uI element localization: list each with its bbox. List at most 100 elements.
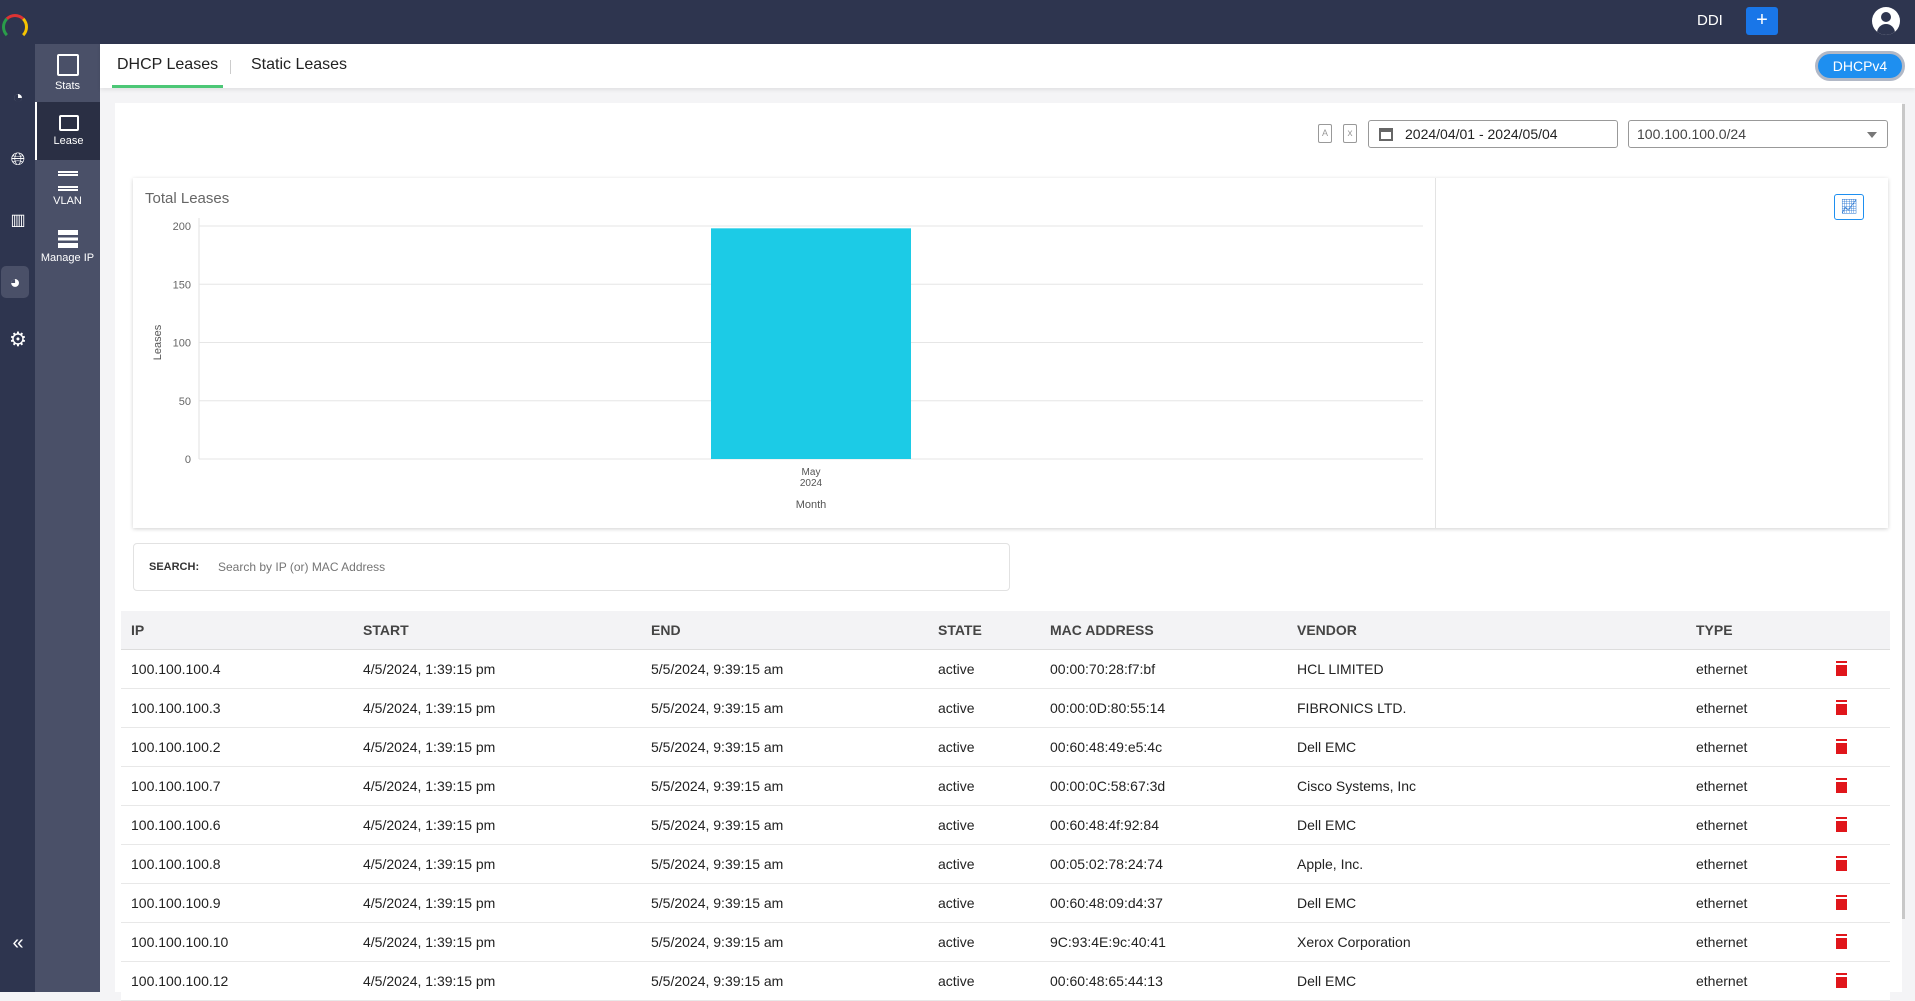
chevron-down-icon <box>1867 132 1877 143</box>
chart-divider <box>1435 178 1436 528</box>
dashboard-icon[interactable]: ◔ <box>12 86 24 107</box>
delete-icon[interactable] <box>1836 858 1847 871</box>
settings-icon[interactable]: ⚙ <box>9 328 27 351</box>
table-cell: 00:60:48:4f:92:84 <box>1050 817 1159 833</box>
table-cell: 100.100.100.4 <box>131 661 221 677</box>
table-cell: 4/5/2024, 1:39:15 pm <box>363 739 496 755</box>
subnav-manage-ip[interactable]: Manage IP <box>35 218 100 276</box>
table-cell: 100.100.100.6 <box>131 817 221 833</box>
delete-icon[interactable] <box>1836 702 1847 715</box>
subnet-select[interactable]: 100.100.100.0/24 <box>1628 120 1888 148</box>
table-cell: 00:05:02:78:24:74 <box>1050 856 1163 872</box>
date-range-picker[interactable]: 2024/04/01 - 2024/05/04 <box>1368 120 1618 148</box>
table-cell: HCL LIMITED <box>1297 661 1384 677</box>
subnav-stats[interactable]: Stats <box>35 44 100 102</box>
table-cell: ethernet <box>1696 661 1748 677</box>
scrollbar[interactable] <box>1902 104 1905 919</box>
table-cell: active <box>938 856 975 872</box>
chart-type-toggle-icon[interactable]: 📈︎ <box>1834 194 1864 220</box>
x-tick-label: 2024 <box>800 478 823 489</box>
table-cell: ethernet <box>1696 856 1748 872</box>
table-cell: 100.100.100.8 <box>131 856 221 872</box>
search-input[interactable] <box>218 554 978 580</box>
table-cell: 4/5/2024, 1:39:15 pm <box>363 934 496 950</box>
dns-icon[interactable]: 🌐︎ <box>10 148 26 169</box>
delete-icon[interactable] <box>1836 936 1847 949</box>
delete-icon[interactable] <box>1836 897 1847 910</box>
table-cell: ethernet <box>1696 934 1748 950</box>
table-cell: FIBRONICS LTD. <box>1297 700 1407 716</box>
column-header[interactable]: MAC ADDRESS <box>1050 622 1154 638</box>
search-label: SEARCH: <box>149 561 200 573</box>
table-cell: Dell EMC <box>1297 817 1357 833</box>
table-cell: 100.100.100.9 <box>131 895 221 911</box>
table-cell: 4/5/2024, 1:39:15 pm <box>363 973 496 989</box>
table-cell: 100.100.100.10 <box>131 934 229 950</box>
column-header[interactable]: TYPE <box>1696 622 1733 638</box>
tab-dhcp-leases[interactable]: DHCP Leases <box>112 44 224 88</box>
table-cell: active <box>938 700 975 716</box>
column-header[interactable]: END <box>651 622 681 638</box>
table-cell: 00:00:70:28:f7:bf <box>1050 661 1156 677</box>
table-row: 100.100.100.7 4/5/2024, 1:39:15 pm 5/5/202… <box>121 767 1890 806</box>
table-cell: 5/5/2024, 9:39:15 am <box>651 934 784 950</box>
table-row: 100.100.100.6 4/5/2024, 1:39:15 pm 5/5/202… <box>121 806 1890 845</box>
delete-icon[interactable] <box>1836 741 1847 754</box>
table-cell: active <box>938 778 975 794</box>
network-icon[interactable]: ▥ <box>10 212 26 229</box>
table-row: 100.100.100.2 4/5/2024, 1:39:15 pm 5/5/202… <box>121 728 1890 767</box>
collapse-icon[interactable]: « <box>12 931 24 954</box>
table-cell: 4/5/2024, 1:39:15 pm <box>363 778 496 794</box>
table-row: 100.100.100.3 4/5/2024, 1:39:15 pm 5/5/202… <box>121 689 1890 728</box>
excel-export-icon[interactable]: x <box>1343 124 1357 143</box>
column-header[interactable]: IP <box>131 622 145 638</box>
calendar-icon <box>1379 128 1393 141</box>
table-cell: ethernet <box>1696 778 1748 794</box>
table-cell: Dell EMC <box>1297 739 1357 755</box>
tab-static-leases[interactable]: Static Leases <box>251 56 348 73</box>
table-cell: ethernet <box>1696 973 1748 989</box>
table-cell: 100.100.100.3 <box>131 700 221 716</box>
table-cell: Xerox Corporation <box>1297 934 1411 950</box>
bar <box>711 228 911 459</box>
pdf-export-icon[interactable]: A <box>1318 124 1332 143</box>
stats-icon <box>56 54 79 76</box>
table-cell: 9C:93:4E:9c:40:41 <box>1050 934 1166 950</box>
y-tick-label: 100 <box>173 338 191 350</box>
column-header[interactable]: VENDOR <box>1297 622 1357 638</box>
main-rail: ◔ 🌐︎ ▥ ◕ ⚙ « <box>0 0 35 992</box>
table-cell: 4/5/2024, 1:39:15 pm <box>363 661 496 677</box>
logo <box>2 14 28 40</box>
table-cell: active <box>938 934 975 950</box>
table-cell: active <box>938 817 975 833</box>
table-row: 100.100.100.10 4/5/2024, 1:39:15 pm 5/5/20… <box>121 923 1890 962</box>
column-header[interactable]: STATE <box>938 622 982 638</box>
table-cell: 00:00:0C:58:67:3d <box>1050 778 1166 794</box>
table-cell: ethernet <box>1696 817 1748 833</box>
app-switcher[interactable]: DDI <box>1697 12 1723 29</box>
delete-icon[interactable] <box>1836 780 1847 793</box>
table-cell: active <box>938 895 975 911</box>
add-button[interactable]: + <box>1746 7 1778 35</box>
table-row: 100.100.100.9 4/5/2024, 1:39:15 pm 5/5/202… <box>121 884 1890 923</box>
stats-icon[interactable]: ◕ <box>1 266 29 298</box>
table-cell: 5/5/2024, 9:39:15 am <box>651 700 784 716</box>
subnav-vlan[interactable]: VLAN <box>35 160 100 218</box>
delete-icon[interactable] <box>1836 819 1847 832</box>
chart-panel: 📈︎ Total Leases 0 50 100 150 200 Leases May 2024… <box>133 178 1888 528</box>
column-header[interactable]: START <box>363 622 409 638</box>
dhcp-version-toggle[interactable]: DHCPv4 <box>1815 51 1905 81</box>
chart-title: Total Leases <box>145 190 229 207</box>
user-avatar-icon[interactable] <box>1872 7 1900 35</box>
lease-icon <box>58 115 79 131</box>
table-cell: 4/5/2024, 1:39:15 pm <box>363 700 496 716</box>
delete-icon[interactable] <box>1836 663 1847 676</box>
x-axis-label: Month <box>796 499 827 511</box>
table-cell: 5/5/2024, 9:39:15 am <box>651 778 784 794</box>
delete-icon[interactable] <box>1836 975 1847 988</box>
subnav-lease[interactable]: Lease <box>35 102 100 160</box>
table-row: 100.100.100.4 4/5/2024, 1:39:15 pm 5/5/202… <box>121 650 1890 689</box>
sub-sidebar: Stats Lease VLAN Manage IP <box>35 44 100 992</box>
y-tick-label: 200 <box>173 221 191 233</box>
